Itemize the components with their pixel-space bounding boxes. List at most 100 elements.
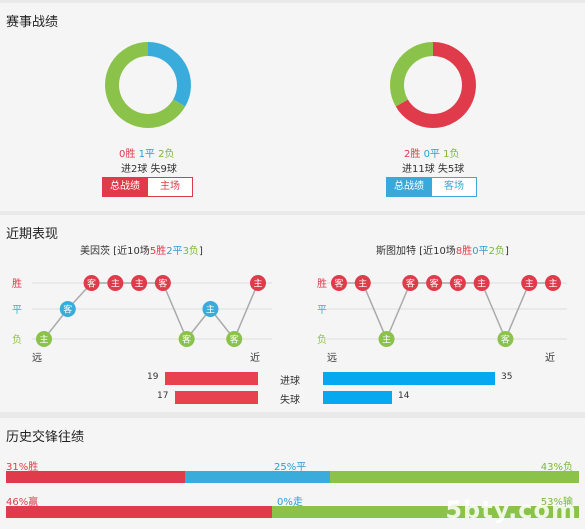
history-win-text: 31%胜: [6, 462, 39, 473]
history-loss-text: 43%负: [540, 462, 573, 473]
left-form-summary: 美因茨 [近10场5胜2平3负]: [80, 246, 203, 257]
form-point-venue: 主: [548, 278, 557, 290]
form-point: [83, 275, 100, 291]
goals-for-label: 进球: [280, 376, 300, 387]
form-point: [178, 331, 195, 347]
form-point-venue: 主: [477, 278, 486, 290]
history-handicap-win-text: 46%赢: [6, 497, 39, 508]
form-point-venue: 客: [406, 278, 415, 290]
form-point: [426, 275, 443, 291]
right-loss-text: 1负: [443, 149, 460, 160]
form-point: [226, 331, 243, 347]
left-goals-against-bar: [175, 391, 258, 404]
form-point-venue: 客: [334, 278, 343, 290]
y-label-draw: 平: [317, 305, 327, 316]
history-handicap-push-text: 0%走: [277, 497, 303, 508]
left-draw-text: 1平: [138, 149, 155, 160]
form-point-venue: 客: [453, 278, 462, 290]
left-team-name: 美因茨: [80, 246, 110, 257]
left-goals-against-num: 17: [157, 391, 169, 401]
goals-against-label: 失球: [280, 395, 300, 406]
recent-panel: 近期表现 美因茨 [近10场5胜2平3负] 斯图加特 [近10场8胜0平2负] …: [0, 215, 585, 412]
form-point-venue: 主: [206, 304, 215, 316]
form-point: [202, 301, 219, 317]
form-point-venue: 主: [525, 278, 534, 290]
donut-draw-slice: [147, 42, 191, 107]
history-panel: 历史交锋往绩 31%胜 25%平 43%负 46%赢 0%走 53%输 5bty…: [0, 418, 585, 529]
watermark: 5bty.com: [445, 496, 577, 524]
form-point: [59, 301, 76, 317]
recent-title: 近期表现: [6, 227, 59, 242]
right-away-button[interactable]: 客场: [431, 177, 477, 197]
y-label-win: 胜: [317, 278, 327, 290]
left-goals-for-bar: [165, 372, 258, 385]
y-label-draw: 平: [12, 305, 22, 316]
form-point: [378, 331, 395, 347]
donut-win-slice: [395, 42, 476, 128]
form-point: [521, 275, 538, 291]
left-win-text: 0胜: [119, 149, 136, 160]
form-point: [497, 331, 514, 347]
form-line: [43, 282, 259, 341]
form-point-venue: 客: [87, 278, 96, 290]
right-goals-against-bar: [323, 391, 392, 404]
left-loss-text: 2负: [158, 149, 175, 160]
y-label-loss: 负: [317, 333, 327, 346]
form-point-venue: 主: [382, 334, 391, 346]
history-handicap-loss-text: 53%输: [540, 497, 573, 508]
left-wdl: 0胜 1平 2负: [119, 145, 175, 160]
form-line: [339, 282, 553, 341]
y-label-loss: 负: [12, 333, 22, 346]
history-handicap-loss-bar: [272, 506, 579, 518]
form-point: [331, 275, 347, 291]
history-loss-bar: [330, 471, 579, 483]
history-draw-bar: [185, 471, 330, 483]
form-point-venue: 主: [358, 278, 367, 290]
far-label: 远: [32, 352, 42, 364]
form-point: [354, 275, 371, 291]
donut-loss-slice: [105, 42, 186, 128]
form-point: [473, 275, 490, 291]
record-panel: 赛事战绩 0胜 1平 2负 进2球 失9球 总战绩 主场 2胜 0平 1负 进1…: [0, 3, 585, 211]
form-point: [154, 275, 171, 291]
right-goals-for-num: 35: [501, 372, 513, 382]
right-donut: [390, 42, 476, 128]
left-goals-for-num: 19: [147, 372, 159, 382]
form-point: [107, 275, 124, 291]
donut-loss-slice: [390, 42, 434, 107]
right-goals-against-num: 14: [398, 391, 410, 401]
near-label: 近: [545, 351, 555, 364]
form-point-venue: 客: [182, 334, 191, 346]
right-wdl: 2胜 0平 1负: [404, 145, 460, 160]
right-goals: 进11球 失5球: [402, 164, 465, 175]
form-point-venue: 客: [501, 334, 510, 346]
right-draw-text: 0平: [423, 149, 440, 160]
near-label: 近: [250, 351, 260, 364]
right-total-button[interactable]: 总战绩: [386, 177, 432, 197]
form-point-venue: 客: [430, 278, 439, 290]
form-point: [545, 275, 561, 291]
y-label-win: 胜: [12, 278, 22, 290]
history-win-bar: [6, 471, 185, 483]
right-win-text: 2胜: [404, 149, 421, 160]
record-title: 赛事战绩: [6, 15, 59, 30]
right-team-name: 斯图加特: [376, 246, 416, 257]
form-point-venue: 主: [135, 278, 144, 290]
left-total-button[interactable]: 总战绩: [102, 177, 148, 197]
far-label: 远: [327, 352, 337, 364]
form-point: [131, 275, 148, 291]
right-form-chart: 胜平负客 主主客客客主客主 主远近: [317, 275, 567, 364]
form-point-venue: 主: [253, 278, 262, 290]
left-form-chart: 胜平负 主客客主主客客主客主远近: [12, 275, 272, 364]
history-title: 历史交锋往绩: [6, 430, 85, 445]
form-point: [402, 275, 419, 291]
form-point-venue: 客: [63, 304, 72, 316]
form-point-venue: 客: [158, 278, 167, 290]
form-point: [36, 331, 52, 347]
left-home-button[interactable]: 主场: [147, 177, 193, 197]
form-point-venue: 主: [111, 278, 120, 290]
left-goals: 进2球 失9球: [121, 164, 177, 175]
history-handicap-win-bar: [6, 506, 272, 518]
form-point: [250, 275, 266, 291]
left-donut: [105, 42, 191, 128]
